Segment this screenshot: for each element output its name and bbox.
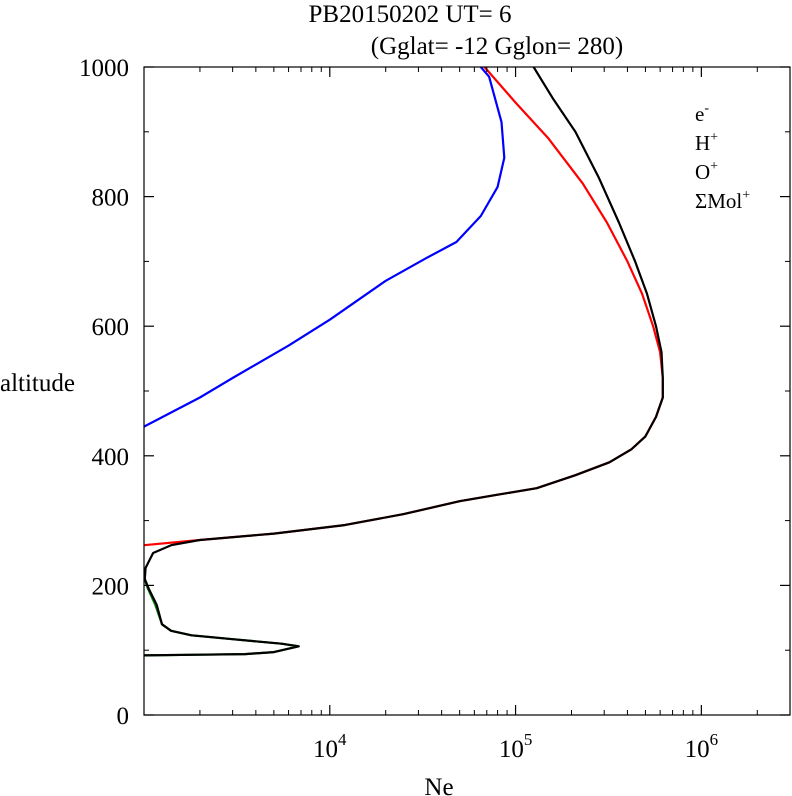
x-axis-label: Ne <box>424 774 453 796</box>
series-line-0 <box>144 67 664 657</box>
y-axis-label: altitude <box>0 370 75 397</box>
x-tick-label: 105 <box>499 730 533 763</box>
legend: e- H+ O+ ΣMol+ <box>695 101 750 213</box>
series-line-1 <box>144 67 506 428</box>
legend-item: ΣMol+ <box>695 188 750 213</box>
chart-subtitle: (Gglat= -12 Gglon= 280) <box>371 33 623 60</box>
y-tick-label: 0 <box>117 703 130 730</box>
y-axis: 0 200 400 600 800 1000 <box>79 55 790 730</box>
series-line-2 <box>144 67 664 547</box>
legend-item: e- <box>695 101 709 126</box>
legend-item: O+ <box>695 159 718 184</box>
chart-title: PB20150202 UT= 6 <box>308 1 511 28</box>
y-tick-label: 400 <box>92 444 130 471</box>
y-tick-label: 1000 <box>79 55 129 82</box>
legend-item: H+ <box>695 130 718 155</box>
x-tick-label: 104 <box>313 730 347 763</box>
y-tick-label: 200 <box>92 573 130 600</box>
plot-frame <box>143 66 791 716</box>
x-axis: 104 105 106 <box>199 67 758 763</box>
x-tick-label: 106 <box>685 730 719 763</box>
y-tick-label: 600 <box>92 314 130 341</box>
plot-lines <box>144 67 664 657</box>
y-tick-label: 800 <box>92 185 130 212</box>
